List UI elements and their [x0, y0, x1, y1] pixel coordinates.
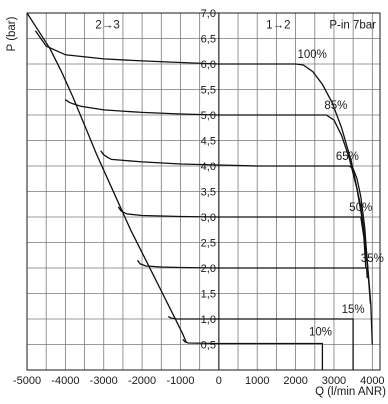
curve-65pct	[100, 150, 369, 269]
x-tick-label: 3000	[322, 375, 346, 387]
x-tick-label: 1000	[245, 375, 269, 387]
y-tick-label: 5,0	[201, 110, 216, 122]
y-axis-label: P (bar)	[6, 16, 18, 51]
x-tick-label: 4000	[360, 375, 384, 387]
supply-pressure-label: P-in 7bar	[329, 19, 376, 31]
x-tick-label: -5000	[13, 375, 41, 387]
y-tick-label: 4,5	[201, 136, 216, 148]
y-tick-label: 6,0	[201, 59, 216, 71]
y-tick-label: 5,5	[201, 85, 216, 97]
y-tick-label: 3,5	[201, 187, 216, 199]
series-label: 10%	[309, 326, 332, 338]
x-tick-label: -1000	[166, 375, 194, 387]
curve-50pct	[117, 206, 367, 269]
plot-frame	[26, 12, 381, 371]
y-tick-label: 2,5	[201, 238, 216, 250]
series-label: 15%	[342, 304, 365, 316]
series-label: 50%	[349, 202, 372, 214]
curves	[26, 12, 373, 370]
series-label: 100%	[298, 49, 327, 61]
y-tick-label: 4,0	[201, 161, 216, 173]
x-tick-label: 0	[216, 375, 222, 387]
x-tick-label: -3000	[90, 375, 118, 387]
y-tick-label: 1,5	[201, 289, 216, 301]
y-tick-label: 1,0	[201, 314, 216, 326]
x-tick-label: -2000	[128, 375, 156, 387]
curve-85pct	[65, 99, 372, 304]
series-label: 85%	[324, 100, 347, 112]
y-tick-label: 2,0	[201, 263, 216, 275]
series-labels: 100% 85% 65% 50% 35% 15% 10%	[298, 49, 384, 338]
x-tick-label: -4000	[51, 375, 79, 387]
supply-region-label: 1→2	[266, 19, 290, 31]
curve-35pct	[136, 260, 368, 279]
series-label: 35%	[361, 253, 384, 265]
series-label: 65%	[336, 151, 359, 163]
y-tick-label: 0,5	[201, 340, 216, 352]
curve-100pct	[34, 30, 373, 345]
x-tick-label: 2000	[283, 375, 307, 387]
curve-15pct	[167, 315, 354, 370]
tick-labels: -5000 -4000 -3000 -2000 -1000 0 1000 2000 3000 40…	[13, 8, 385, 387]
exhaust-limit-curve	[26, 12, 187, 343]
y-tick-label: 6,5	[201, 34, 216, 46]
y-tick-label: 3,0	[201, 212, 216, 224]
x-axis-label: Q (l/min ANR)	[315, 386, 386, 398]
y-tick-label: 7,0	[201, 8, 216, 20]
exhaust-region-label: 2→3	[95, 19, 119, 31]
